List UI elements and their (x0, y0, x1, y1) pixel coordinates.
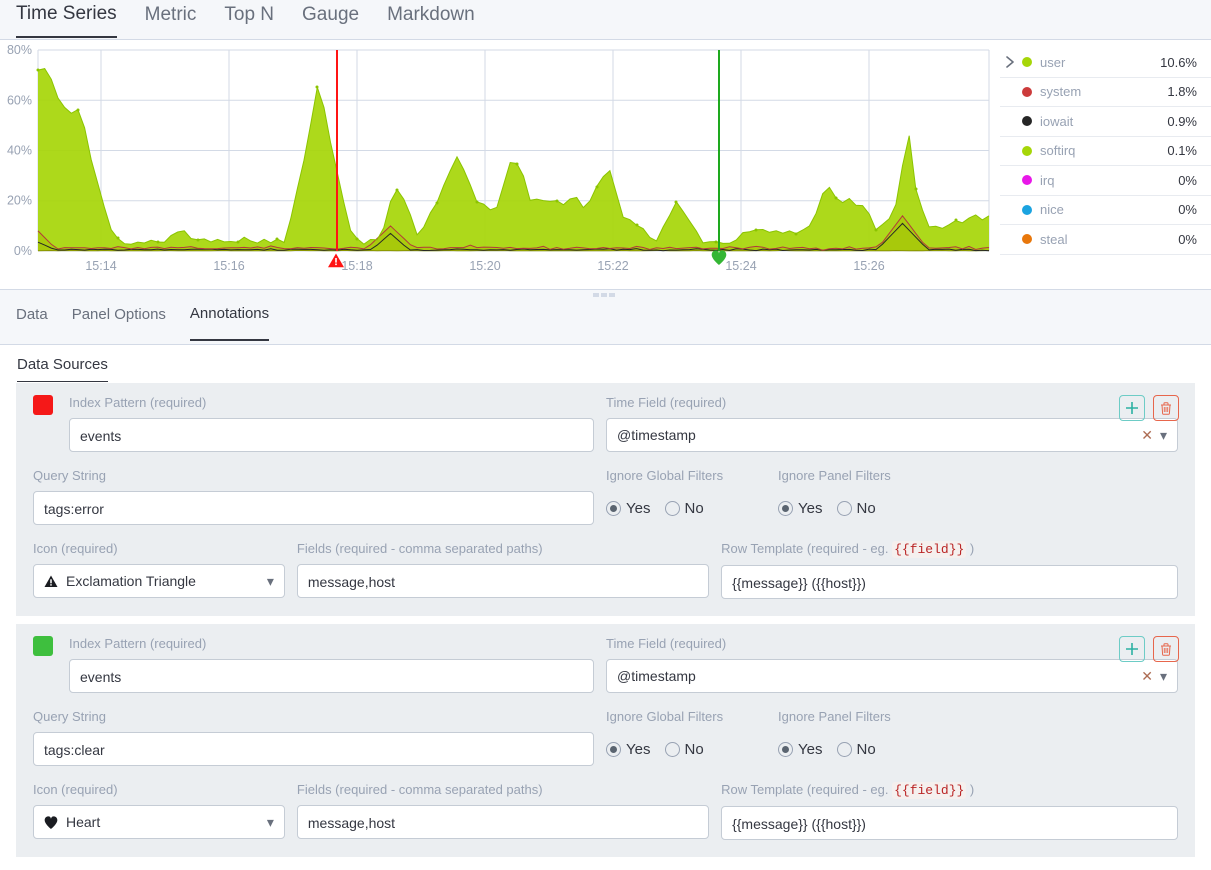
svg-text:15:22: 15:22 (597, 259, 628, 273)
svg-text:15:20: 15:20 (469, 259, 500, 273)
svg-text:15:26: 15:26 (853, 259, 884, 273)
svg-text:0%: 0% (14, 244, 32, 258)
svg-text:60%: 60% (7, 94, 32, 108)
svg-text:80%: 80% (7, 43, 32, 57)
svg-text:20%: 20% (7, 194, 32, 208)
svg-text:15:24: 15:24 (725, 259, 756, 273)
svg-text:15:14: 15:14 (85, 259, 116, 273)
svg-text:15:16: 15:16 (213, 259, 244, 273)
svg-text:15:18: 15:18 (341, 259, 372, 273)
svg-text:40%: 40% (7, 144, 32, 158)
